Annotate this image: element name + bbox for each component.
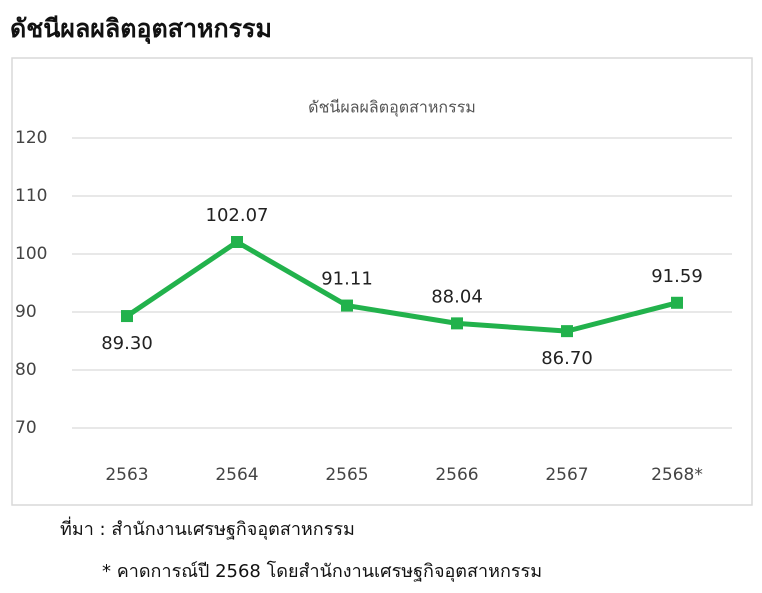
point-marker [341, 299, 353, 312]
page-title: ดัชนีผลผลิตอุตสาหกรรม [10, 14, 272, 45]
data-label: 91.59 [651, 266, 703, 287]
data-label: 89.30 [101, 333, 153, 354]
x-tick-label: 2566 [435, 465, 478, 485]
series-line [125, 239, 678, 334]
y-tick-label: 110 [15, 186, 47, 206]
y-tick-label: 70 [15, 418, 37, 438]
x-tick-label: 2567 [545, 465, 588, 485]
y-tick-label: 80 [15, 360, 37, 380]
data-label: 91.11 [321, 269, 373, 290]
point-marker [671, 296, 683, 309]
y-tick-label: 90 [15, 302, 37, 322]
point-marker [561, 325, 573, 338]
x-tick-label: 2563 [105, 465, 148, 485]
x-tick-label: 2564 [215, 465, 258, 485]
chart-frame [11, 57, 753, 506]
data-label: 102.07 [206, 205, 269, 226]
data-label: 86.70 [541, 348, 593, 369]
x-tick-label: 2568* [651, 465, 703, 485]
chart-title: ดัชนีผลผลิตอุตสาหกรรม [308, 98, 476, 118]
source-note: ที่มา : สำนักงานเศรษฐกิจอุตสาหกรรม [60, 516, 355, 540]
forecast-note: * คาดการณ์ปี 2568 โดยสำนักงานเศรษฐกิจอุต… [102, 560, 542, 582]
data-label: 88.04 [431, 286, 483, 307]
y-tick-label: 100 [15, 244, 47, 264]
point-marker [121, 310, 133, 323]
point-marker [231, 235, 243, 248]
y-tick-label: 120 [15, 128, 47, 148]
x-tick-label: 2565 [325, 465, 368, 485]
point-marker [451, 317, 463, 330]
